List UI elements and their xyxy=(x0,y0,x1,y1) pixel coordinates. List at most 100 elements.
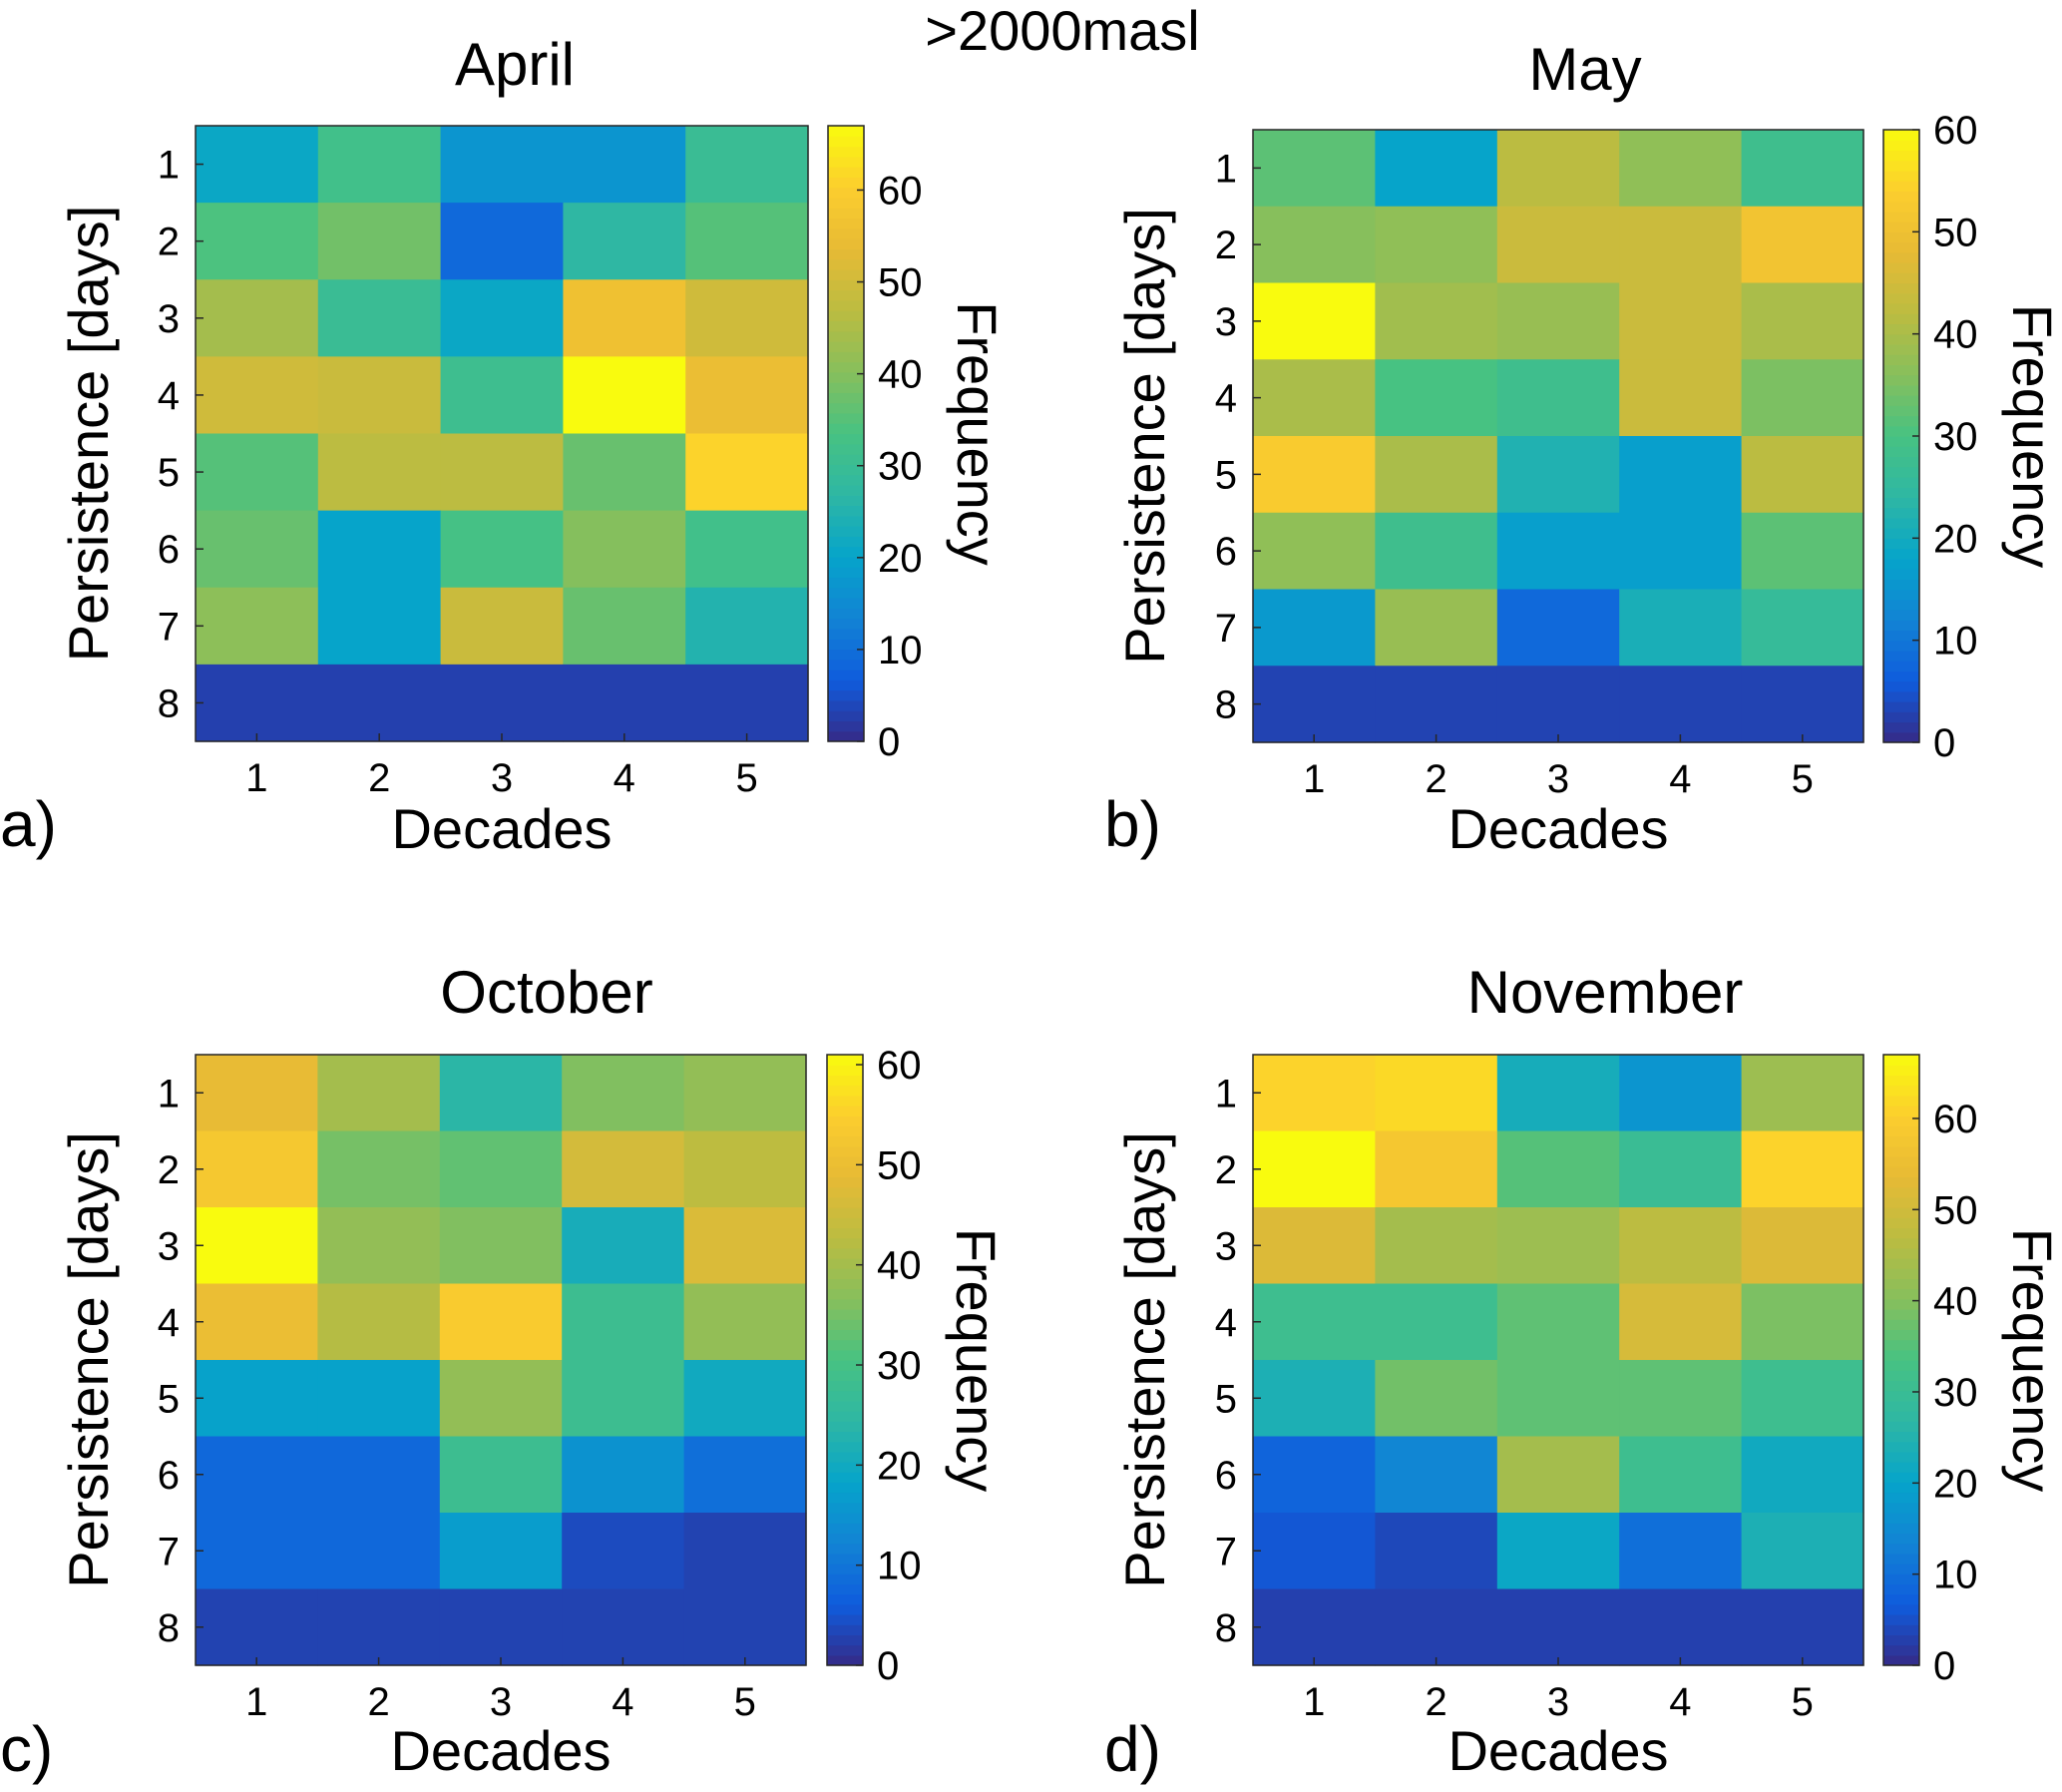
heatmap-cell xyxy=(1619,282,1743,360)
colorbar-segment xyxy=(828,689,864,701)
x-tick-label: 3 xyxy=(1547,1680,1569,1724)
figure-suptitle: >2000masl xyxy=(925,0,1200,62)
colorbar-segment xyxy=(1883,497,1919,509)
heatmap-cell xyxy=(685,664,809,742)
colorbar-segment xyxy=(827,1339,863,1351)
colorbar-segment xyxy=(1883,1227,1919,1239)
colorbar-segment xyxy=(828,474,864,486)
colorbar-segment xyxy=(1883,231,1919,243)
colorbar-segment xyxy=(1883,1135,1919,1147)
x-axis-label: Decades xyxy=(1447,1719,1668,1782)
y-tick-label: 1 xyxy=(158,1072,180,1116)
heatmap-cell xyxy=(1253,436,1376,514)
colorbar-segment xyxy=(1883,160,1919,172)
x-tick-label: 4 xyxy=(1669,757,1691,801)
colorbar-segment xyxy=(828,618,864,630)
heatmap-cell xyxy=(196,1588,318,1666)
colorbar-frame xyxy=(827,125,865,742)
colorbar-segment xyxy=(827,1564,863,1574)
heatmap-cell xyxy=(1496,1130,1620,1208)
colorbar-segment xyxy=(827,1603,863,1615)
colorbar-segment xyxy=(828,484,864,496)
heatmap-cell xyxy=(1619,589,1743,667)
colorbar-segment xyxy=(827,1624,863,1635)
colorbar-segment xyxy=(1883,1298,1919,1310)
heatmap-cell xyxy=(317,1436,441,1514)
panel-label: c) xyxy=(0,1713,53,1785)
heatmap-cell xyxy=(683,1055,807,1132)
colorbar-segment xyxy=(828,248,864,260)
heatmap-cell xyxy=(1375,1436,1498,1514)
y-tick-label: 5 xyxy=(158,451,180,495)
heatmap-panel-october: 1 2 3 4 5 1 2 3 4 5 6 7 8 October Decades Persistence [… xyxy=(0,959,1008,1785)
colorbar-segment xyxy=(827,1502,863,1514)
x-tick-label: 5 xyxy=(1792,1680,1814,1724)
panel-title: November xyxy=(1467,959,1744,1026)
colorbar-segment xyxy=(1883,620,1919,632)
colorbar-segment xyxy=(827,1634,863,1646)
heatmap-cell xyxy=(317,203,442,280)
heatmap-panel-november: 1 2 3 4 5 1 2 3 4 5 6 7 8 November Decades Persistence … xyxy=(1104,959,2062,1785)
colorbar-segment xyxy=(827,1258,863,1269)
heatmap-cell xyxy=(1496,1513,1620,1590)
heatmap-cell xyxy=(1253,282,1376,360)
colorbar-segment xyxy=(1883,599,1919,611)
heatmap-cell xyxy=(1253,1130,1376,1208)
colorbar-segment xyxy=(1883,222,1919,232)
heatmap-cell xyxy=(317,1360,441,1438)
heatmap-cell xyxy=(563,203,686,280)
colorbar-segment xyxy=(827,1370,863,1381)
colorbar-segment xyxy=(1883,1349,1919,1361)
colorbar-segment xyxy=(827,1451,863,1463)
colorbar-segment xyxy=(828,187,864,199)
colorbar-segment xyxy=(828,423,864,435)
colorbar-segment xyxy=(1883,1513,1919,1524)
heatmap-cell xyxy=(196,203,319,280)
colorbar-segment xyxy=(1883,1614,1919,1625)
colorbar-segment xyxy=(827,1482,863,1494)
heatmap-cell xyxy=(1496,1436,1620,1514)
heatmap-cell xyxy=(1253,206,1376,284)
colorbar-segment xyxy=(1883,384,1919,396)
colorbar-segment xyxy=(827,1095,863,1107)
colorbar-tick-label: 40 xyxy=(877,1244,922,1288)
colorbar-segment xyxy=(1883,630,1919,642)
y-tick-label: 5 xyxy=(1215,453,1237,497)
colorbar-segment xyxy=(1883,1085,1919,1097)
colorbar-tick-label: 20 xyxy=(1933,1462,1978,1506)
colorbar-segment xyxy=(828,412,864,424)
heatmap-cell xyxy=(439,1207,563,1285)
colorbar-segment xyxy=(827,1553,863,1565)
colorbar-tick-label: 20 xyxy=(1933,517,1978,561)
colorbar-segment xyxy=(1883,1603,1919,1615)
colorbar-segment xyxy=(828,659,864,671)
colorbar-segment xyxy=(1883,130,1919,141)
colorbar-segment xyxy=(1883,323,1919,335)
colorbar-segment xyxy=(1883,1095,1919,1107)
heatmap-cell xyxy=(1619,436,1743,514)
heatmap-cell xyxy=(439,1513,563,1590)
colorbar-segment xyxy=(827,1380,863,1392)
heatmap-panel-may: 1 2 3 4 5 1 2 3 4 5 6 7 8 May Decades Persistence [days… xyxy=(1104,36,2062,860)
heatmap-cell xyxy=(563,433,686,512)
colorbar-tick-label: 10 xyxy=(877,1545,922,1588)
heatmap-cell xyxy=(1253,1207,1376,1285)
heatmap-cell xyxy=(196,1513,318,1590)
colorbar-segment xyxy=(828,639,864,651)
y-tick-label: 3 xyxy=(1215,300,1237,344)
colorbar-segment xyxy=(1883,1065,1919,1076)
colorbar-segment xyxy=(828,268,864,280)
colorbar-segment xyxy=(1883,1482,1919,1494)
colorbar-segment xyxy=(828,608,864,620)
y-tick-label: 6 xyxy=(1215,1454,1237,1498)
colorbar-segment xyxy=(828,156,864,168)
colorbar-segment xyxy=(1883,1624,1919,1635)
colorbar-tick-label: 20 xyxy=(877,1444,922,1488)
colorbar-segment xyxy=(827,1573,863,1584)
colorbar-segment xyxy=(828,227,864,239)
heatmap-cell xyxy=(1619,130,1743,208)
x-tick-label: 1 xyxy=(245,1680,267,1724)
colorbar-segment xyxy=(1883,1176,1919,1188)
y-tick-label: 4 xyxy=(158,374,180,418)
heatmap-cell xyxy=(439,1130,563,1208)
